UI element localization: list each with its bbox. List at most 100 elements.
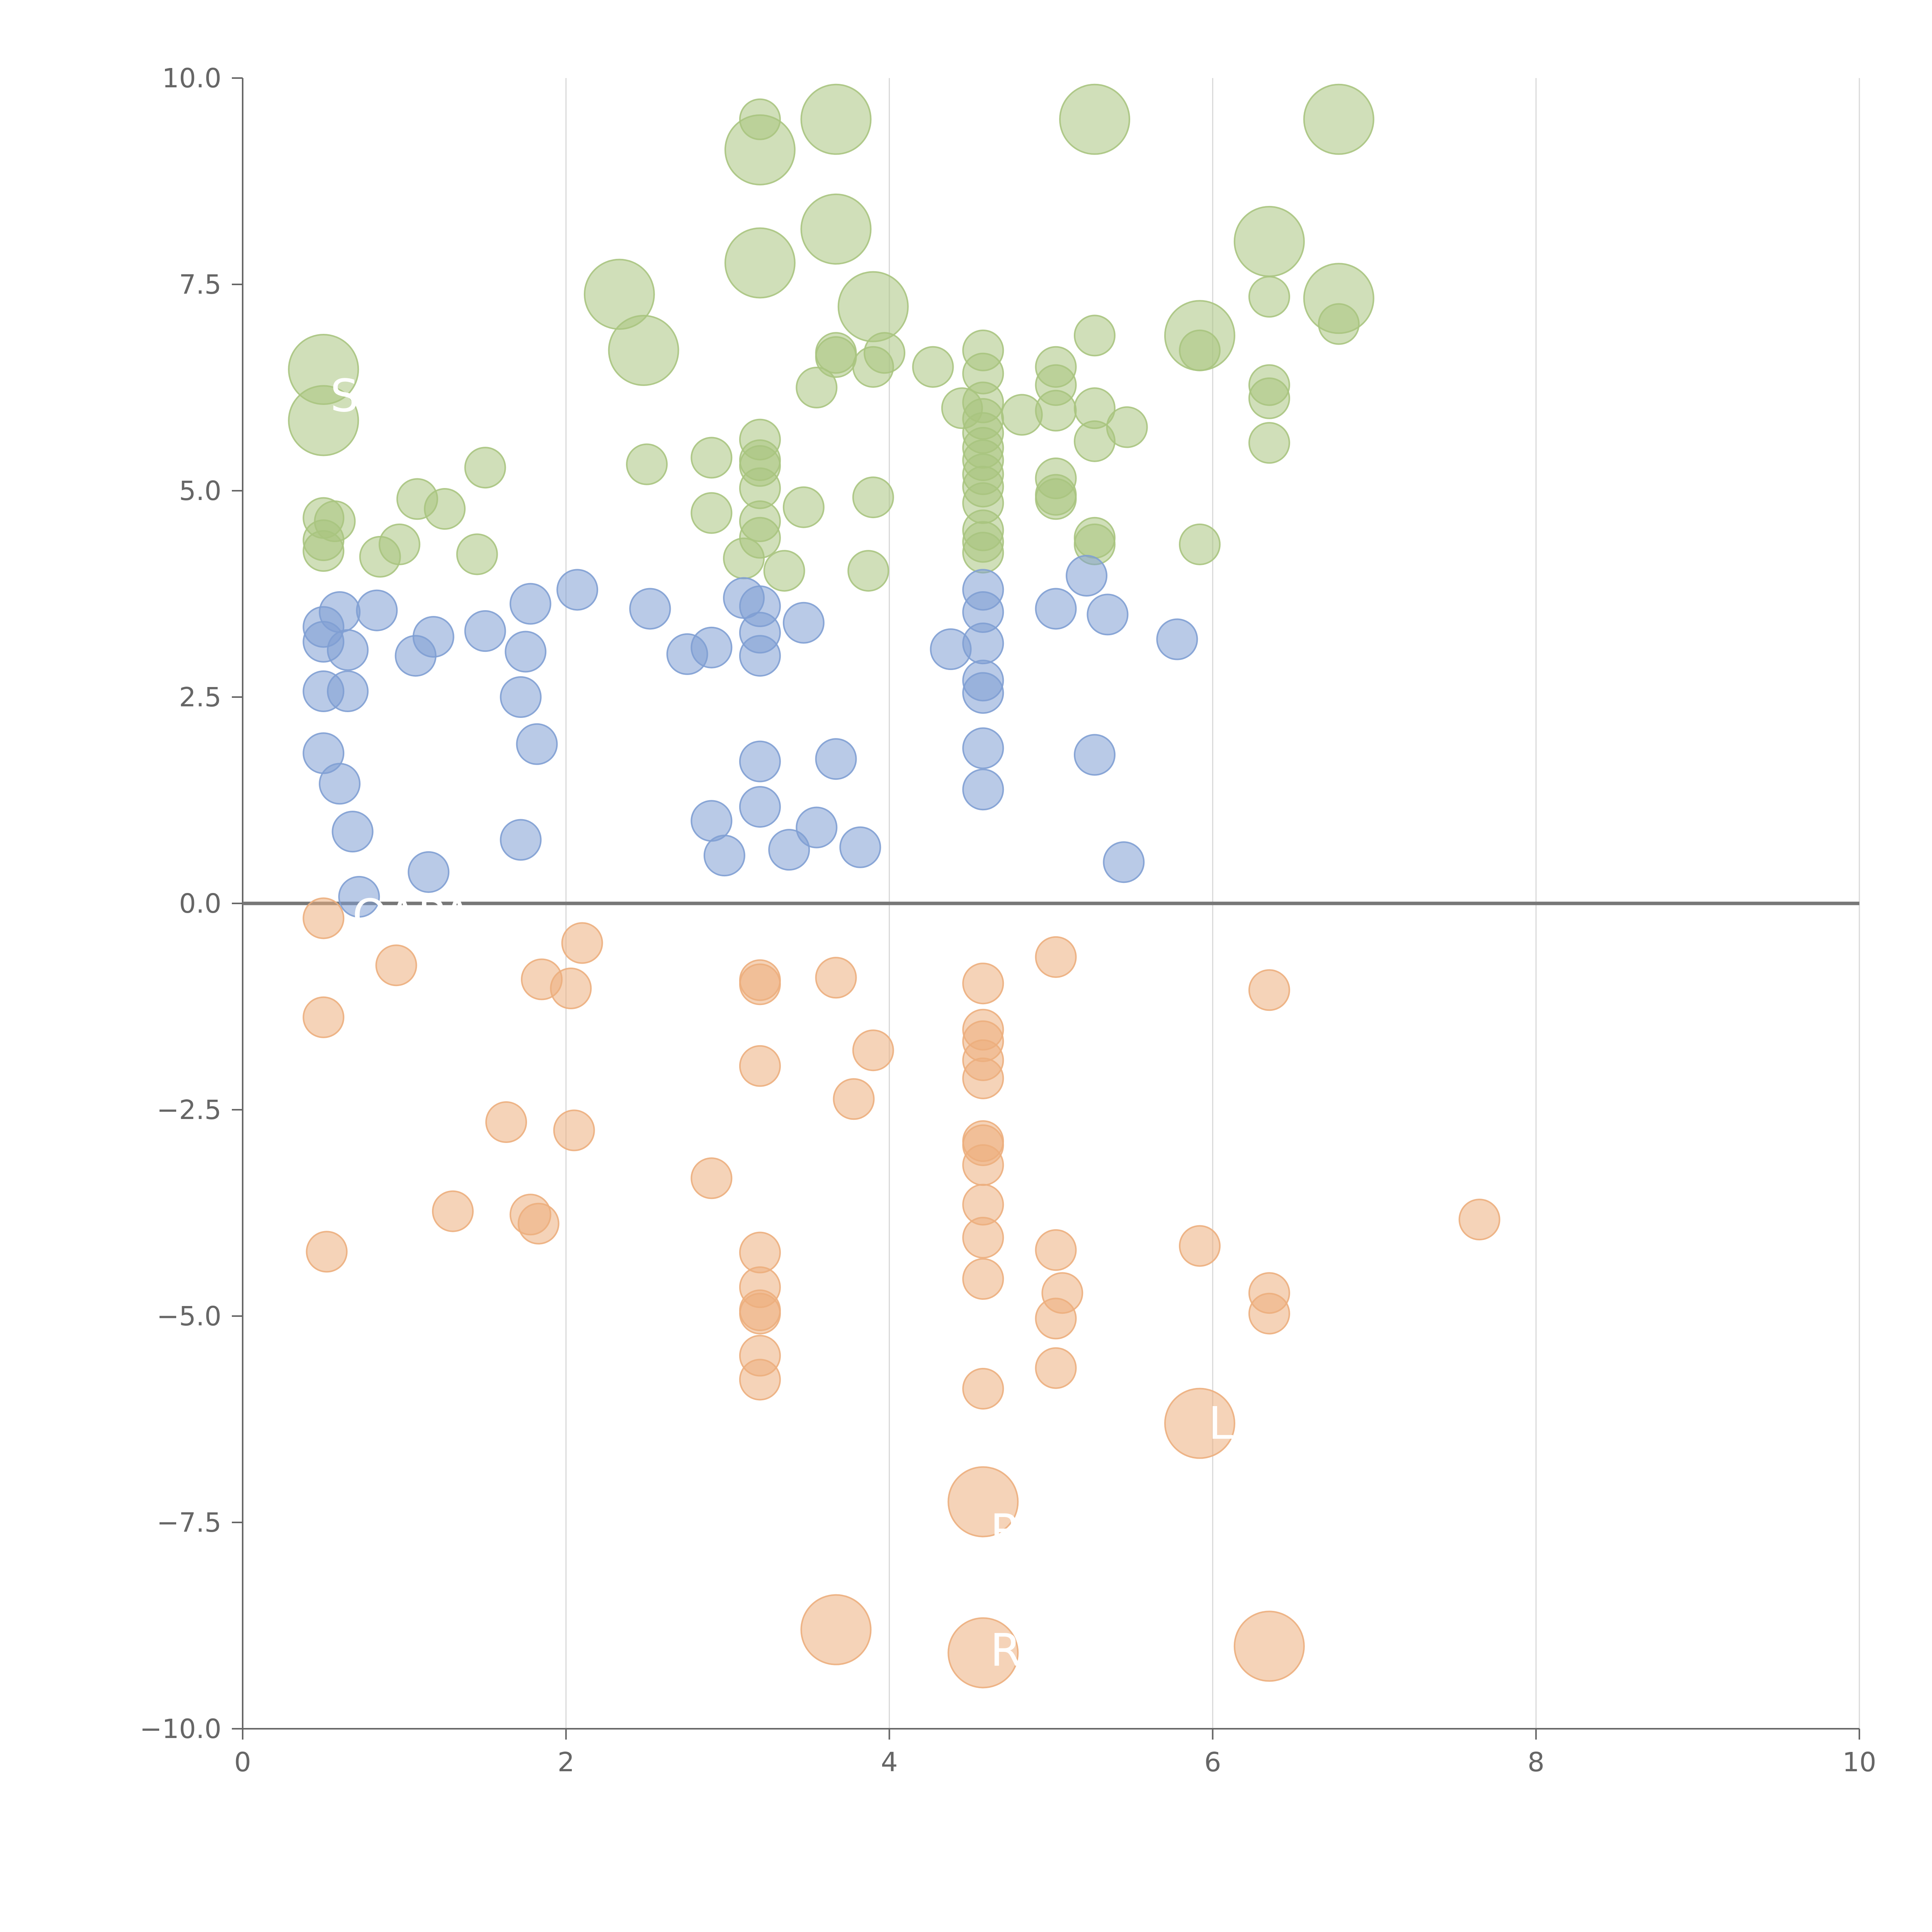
data-point xyxy=(1233,206,1305,277)
x-tick-label: 2 xyxy=(558,1747,575,1778)
data-point xyxy=(424,488,466,530)
data-point xyxy=(375,944,417,986)
data-point xyxy=(1073,420,1116,462)
data-point xyxy=(962,769,1004,811)
data-label: S xyxy=(330,370,359,422)
y-tick-label: 5.0 xyxy=(179,476,221,507)
data-point xyxy=(505,631,547,673)
data-point xyxy=(1156,618,1198,660)
data-point xyxy=(1179,1225,1221,1267)
data-point xyxy=(288,385,359,456)
data-label: OAPA xyxy=(352,890,473,942)
data-point xyxy=(432,1190,474,1232)
data-point xyxy=(395,635,437,677)
data-point xyxy=(815,738,857,780)
data-point xyxy=(1035,1347,1077,1389)
data-point xyxy=(962,1144,1004,1186)
data-point xyxy=(782,602,825,644)
y-tick-label: −2.5 xyxy=(156,1095,221,1126)
data-point xyxy=(1248,1293,1290,1335)
data-point xyxy=(947,1466,1019,1537)
data-point xyxy=(763,550,805,592)
x-tick-label: 10 xyxy=(1842,1747,1876,1778)
data-point xyxy=(837,271,909,342)
data-point xyxy=(962,1217,1004,1259)
data-point xyxy=(359,536,401,578)
data-labels: S L R R OAPA xyxy=(330,370,1233,1677)
data-point xyxy=(1103,841,1145,883)
data-point xyxy=(500,819,542,861)
data-point xyxy=(1179,329,1221,371)
data-point xyxy=(306,1231,348,1273)
data-point xyxy=(1035,1298,1077,1340)
data-point xyxy=(703,835,745,877)
x-tick-label: 8 xyxy=(1527,1747,1544,1778)
data-point xyxy=(782,486,825,528)
data-point xyxy=(464,447,506,489)
data-point xyxy=(847,550,889,592)
y-tick-label: −5.0 xyxy=(156,1301,221,1332)
data-point xyxy=(739,963,781,1005)
data-point xyxy=(962,963,1004,1005)
data-point xyxy=(815,957,857,999)
data-point xyxy=(1248,422,1290,464)
data-point xyxy=(1248,377,1290,419)
data-point xyxy=(303,530,345,572)
data-point xyxy=(1035,936,1077,978)
y-tick-label: −7.5 xyxy=(156,1507,221,1538)
data-point xyxy=(723,537,765,580)
data-label: L xyxy=(1208,1398,1233,1450)
data-point xyxy=(852,476,894,519)
y-tick-label: 0.0 xyxy=(179,888,221,919)
data-point xyxy=(912,346,954,388)
y-tick-label: 10.0 xyxy=(162,63,221,94)
data-point xyxy=(332,811,374,853)
data-point xyxy=(739,786,781,828)
data-point xyxy=(556,569,599,611)
data-point xyxy=(517,1202,560,1245)
data-point xyxy=(1164,1388,1235,1459)
data-point xyxy=(1248,969,1290,1011)
data-point xyxy=(327,629,369,671)
data-point xyxy=(1087,594,1129,636)
data-point xyxy=(962,1258,1004,1300)
data-point xyxy=(666,633,708,675)
data-point xyxy=(796,367,838,408)
data-point xyxy=(1035,1229,1077,1271)
data-point xyxy=(839,826,881,868)
y-tick-label: 7.5 xyxy=(179,269,221,300)
y-tick-label: 2.5 xyxy=(179,682,221,713)
data-point xyxy=(485,1101,527,1143)
data-point xyxy=(690,1157,733,1199)
data-point xyxy=(852,346,894,388)
data-point xyxy=(962,672,1004,714)
data-point xyxy=(464,610,506,652)
data-point xyxy=(1318,303,1360,345)
data-point xyxy=(1179,523,1221,565)
data-point xyxy=(509,583,551,625)
data-point xyxy=(456,533,498,575)
data-point xyxy=(833,1078,875,1120)
data-point xyxy=(800,1594,872,1665)
data-point xyxy=(724,227,796,299)
data-point xyxy=(800,193,872,265)
x-tick-label: 4 xyxy=(881,1747,898,1778)
data-point xyxy=(1458,1199,1500,1241)
data-point xyxy=(739,740,781,782)
data-label: R xyxy=(990,1505,1022,1557)
data-point xyxy=(852,1029,894,1071)
data-point xyxy=(947,1617,1019,1689)
data-point xyxy=(327,670,369,713)
data-point xyxy=(1059,83,1130,155)
data-point xyxy=(796,806,838,849)
data-point xyxy=(800,83,872,155)
data-point xyxy=(739,1293,781,1335)
data-point xyxy=(1035,478,1077,520)
data-point xyxy=(408,851,450,893)
data-point xyxy=(319,763,361,805)
data-point xyxy=(338,876,380,918)
data-points xyxy=(288,83,1500,1689)
data-point xyxy=(739,1359,781,1401)
data-point xyxy=(500,676,542,718)
